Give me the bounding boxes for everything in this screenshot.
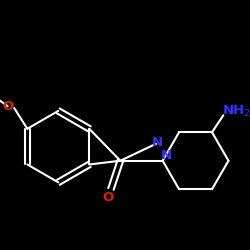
Text: N: N xyxy=(161,148,172,162)
Text: O: O xyxy=(2,100,13,113)
Text: NH$_2$: NH$_2$ xyxy=(222,104,250,119)
Text: N: N xyxy=(152,136,162,149)
Text: O: O xyxy=(102,191,114,204)
